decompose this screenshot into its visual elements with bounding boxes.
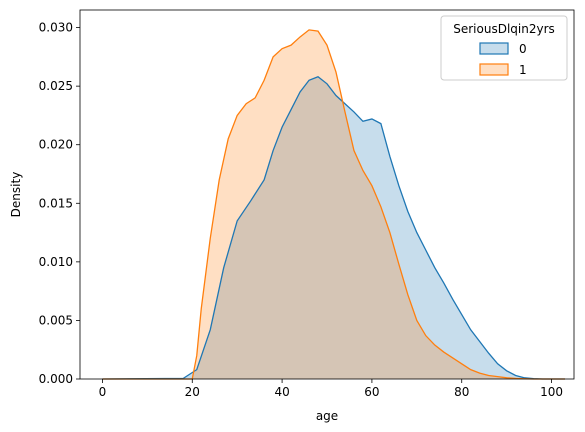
x-tick-label: 20 [185, 385, 200, 399]
x-tick-label: 0 [99, 385, 107, 399]
density-areas [102, 29, 566, 380]
y-tick-label: 0.015 [39, 196, 73, 210]
density-fill-series-1 [102, 29, 566, 379]
y-axis-label: Density [9, 172, 23, 218]
x-tick-label: 100 [540, 385, 563, 399]
y-axis-ticks: 0.000 0.005 0.010 0.015 0.020 0.025 0.030 [39, 21, 80, 386]
y-tick-label: 0.005 [39, 313, 73, 327]
legend-title: SeriousDlqin2yrs [453, 22, 555, 36]
x-axis-label: age [316, 409, 338, 423]
density-line-series-1 [102, 29, 566, 380]
density-line-series-0 [102, 76, 566, 380]
y-tick-label: 0.025 [39, 79, 73, 93]
y-tick-label: 0.030 [39, 21, 73, 35]
x-axis-ticks: 0 20 40 60 80 100 [99, 379, 563, 399]
y-tick-label: 0.010 [39, 255, 73, 269]
y-tick-label: 0.020 [39, 138, 73, 152]
legend-swatch-series-0 [479, 42, 509, 55]
legend: SeriousDlqin2yrs 0 1 [440, 15, 568, 81]
x-tick-label: 60 [364, 385, 379, 399]
legend-label-series-0: 0 [519, 42, 527, 56]
x-tick-label: 40 [274, 385, 289, 399]
y-tick-label: 0.000 [39, 372, 73, 386]
axes [79, 9, 575, 380]
x-tick-label: 80 [454, 385, 469, 399]
density-fill-series-0 [102, 76, 566, 380]
legend-label-series-1: 1 [519, 63, 527, 77]
legend-box [440, 15, 568, 81]
legend-swatch-series-1 [479, 63, 509, 76]
plot-frame [79, 9, 575, 380]
